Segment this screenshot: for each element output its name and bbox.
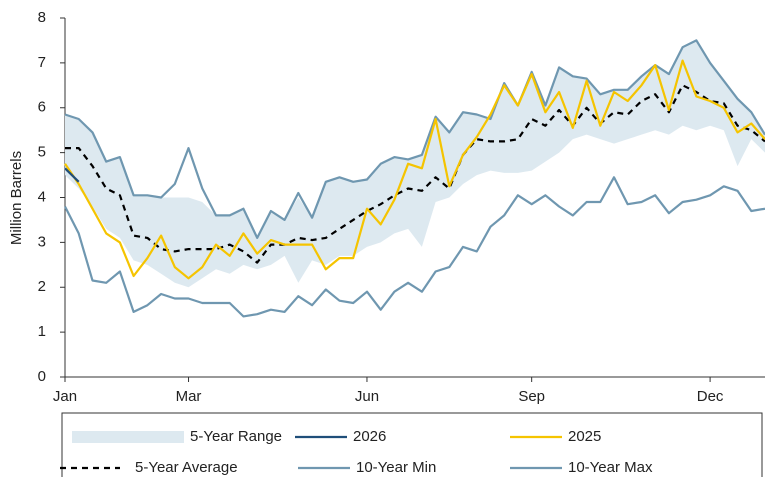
y-tick-label: 4 <box>38 188 46 205</box>
legend-label: 5-Year Range <box>190 428 282 445</box>
x-tick-label: Sep <box>518 388 545 405</box>
y-tick-label: 1 <box>38 323 46 340</box>
y-tick-label: 8 <box>38 9 46 26</box>
series-line <box>64 167 80 183</box>
x-tick-label: Dec <box>697 388 724 405</box>
legend-label: 10-Year Min <box>356 459 436 476</box>
legend-label: 2025 <box>568 428 601 445</box>
legend-label: 10-Year Max <box>568 459 653 476</box>
x-tick-label: Jun <box>355 388 379 405</box>
y-tick-label: 5 <box>38 144 46 161</box>
series-line <box>64 176 765 318</box>
x-tick-label: Mar <box>176 388 202 405</box>
legend-swatch <box>72 431 184 443</box>
y-tick-label: 2 <box>38 278 46 295</box>
y-tick-label: 6 <box>38 99 46 116</box>
y-tick-label: 3 <box>38 233 46 250</box>
y-axis-label: Million Barrels <box>8 151 25 245</box>
series-line <box>65 84 765 264</box>
legend-box <box>61 412 763 477</box>
y-tick-label: 0 <box>38 368 46 385</box>
legend-label: 2026 <box>353 428 386 445</box>
y-tick-label: 7 <box>38 54 46 71</box>
legend-label: 5-Year Average <box>135 459 238 476</box>
series-line <box>64 59 765 280</box>
series-line <box>64 39 765 239</box>
x-tick-label: Jan <box>53 388 77 405</box>
range-band <box>65 40 765 288</box>
